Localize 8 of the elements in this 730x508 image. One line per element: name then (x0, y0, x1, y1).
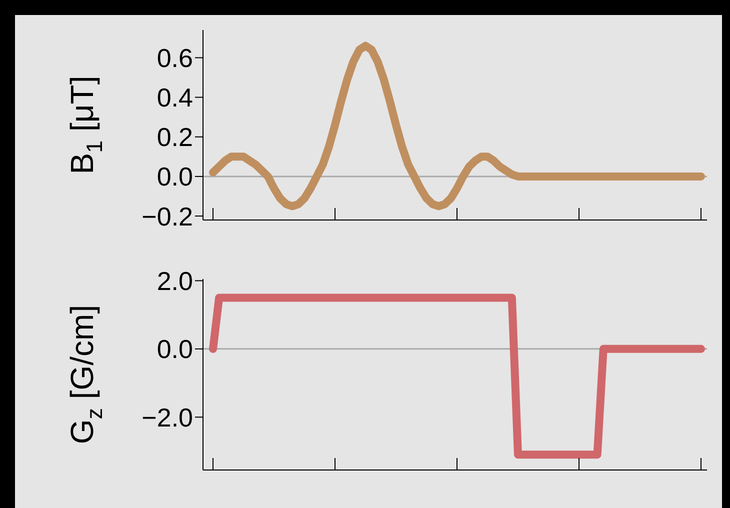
y-tick-label: 0.6 (156, 42, 193, 73)
y-tick-label: −2.0 (142, 402, 193, 432)
y-tick-label: 0.2 (156, 122, 193, 152)
y-tick-label: −0.2 (142, 201, 193, 232)
y-tick-label: 0.4 (156, 82, 193, 113)
y-tick-label: 2.0 (156, 266, 193, 296)
y-tick-label: 0.0 (156, 334, 193, 364)
y-tick-label: 0.0 (156, 162, 193, 192)
